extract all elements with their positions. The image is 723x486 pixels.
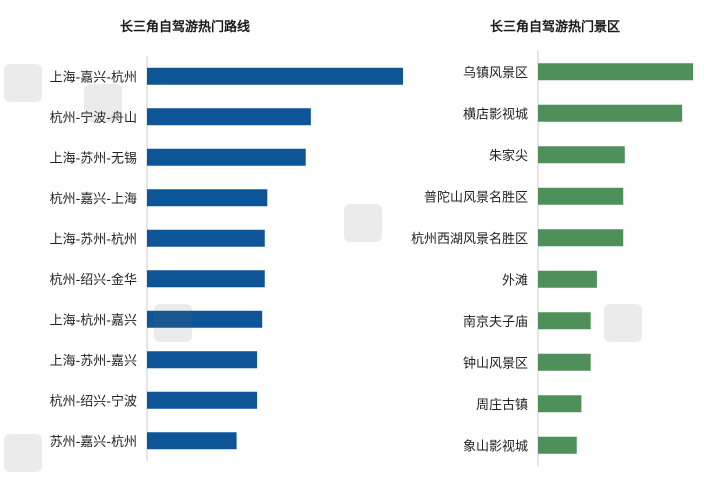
category-label: 上海-嘉兴-杭州 — [50, 70, 137, 85]
bar — [147, 391, 258, 409]
category-label: 象山影视城 — [463, 439, 528, 454]
bar — [538, 270, 597, 288]
watermark-logo-icon — [600, 300, 646, 346]
bar — [538, 187, 624, 205]
category-label: 上海-苏州-嘉兴 — [50, 353, 137, 369]
watermark-logo-icon — [340, 200, 386, 246]
category-label: 普陀山风景名胜区 — [424, 189, 528, 205]
category-label: 苏州-嘉兴-杭州 — [50, 434, 137, 450]
category-label: 杭州西湖风景名胜区 — [411, 231, 528, 247]
bar — [147, 148, 306, 166]
bar — [147, 310, 263, 328]
category-label: 杭州-绍兴-宁波 — [50, 393, 137, 409]
category-label: 南京夫子庙 — [463, 314, 528, 330]
bar — [147, 67, 403, 85]
category-label: 乌镇风景区 — [463, 65, 528, 81]
category-label: 杭州-宁波-舟山 — [50, 110, 137, 126]
category-label: 上海-苏州-无锡 — [50, 150, 137, 166]
watermark-logo-icon — [150, 300, 196, 346]
watermark-logo-icon — [0, 60, 46, 106]
category-label: 朱家尖 — [489, 148, 528, 164]
bar — [538, 104, 683, 122]
right-chart-title: 长三角自驾游热门景区 — [490, 20, 621, 35]
right-chart-panel: 长三角自驾游热门景区 乌镇风景区横店影视城朱家尖普陀山风景名胜区杭州西湖风景名胜… — [411, 0, 723, 486]
bar — [538, 229, 624, 247]
bar — [538, 146, 625, 164]
left-chart-panel: 长三角自驾游热门路线 上海-嘉兴-杭州杭州-宁波-舟山上海-苏州-无锡杭州-嘉兴… — [50, 20, 403, 461]
category-label: 外滩 — [502, 273, 528, 288]
category-label: 上海-苏州-杭州 — [50, 231, 137, 247]
category-label: 横店影视城 — [463, 107, 528, 122]
watermark-logo-icon — [0, 430, 46, 476]
category-label: 钟山风景区 — [463, 355, 528, 371]
category-label: 杭州-嘉兴-上海 — [50, 192, 137, 207]
bar — [538, 395, 582, 413]
category-label: 杭州-绍兴-金华 — [50, 272, 137, 288]
left-chart-plot: 上海-嘉兴-杭州杭州-宁波-舟山上海-苏州-无锡杭州-嘉兴-上海上海-苏州-杭州… — [50, 56, 403, 461]
left-chart-title: 长三角自驾游热门路线 — [120, 20, 251, 35]
bar — [538, 436, 577, 454]
bar — [147, 351, 258, 369]
bar — [147, 229, 265, 247]
bar — [147, 108, 311, 126]
bar — [147, 189, 268, 207]
category-label: 上海-杭州-嘉兴 — [50, 313, 137, 328]
watermark-logo-icon — [80, 80, 126, 126]
right-chart-plot: 乌镇风景区横店影视城朱家尖普陀山风景名胜区杭州西湖风景名胜区外滩南京夫子庙钟山风… — [411, 51, 693, 466]
bar — [147, 432, 237, 450]
bar — [538, 312, 591, 330]
category-label: 周庄古镇 — [476, 397, 528, 413]
bar — [538, 353, 591, 371]
bar — [538, 63, 693, 81]
bar — [147, 270, 265, 288]
